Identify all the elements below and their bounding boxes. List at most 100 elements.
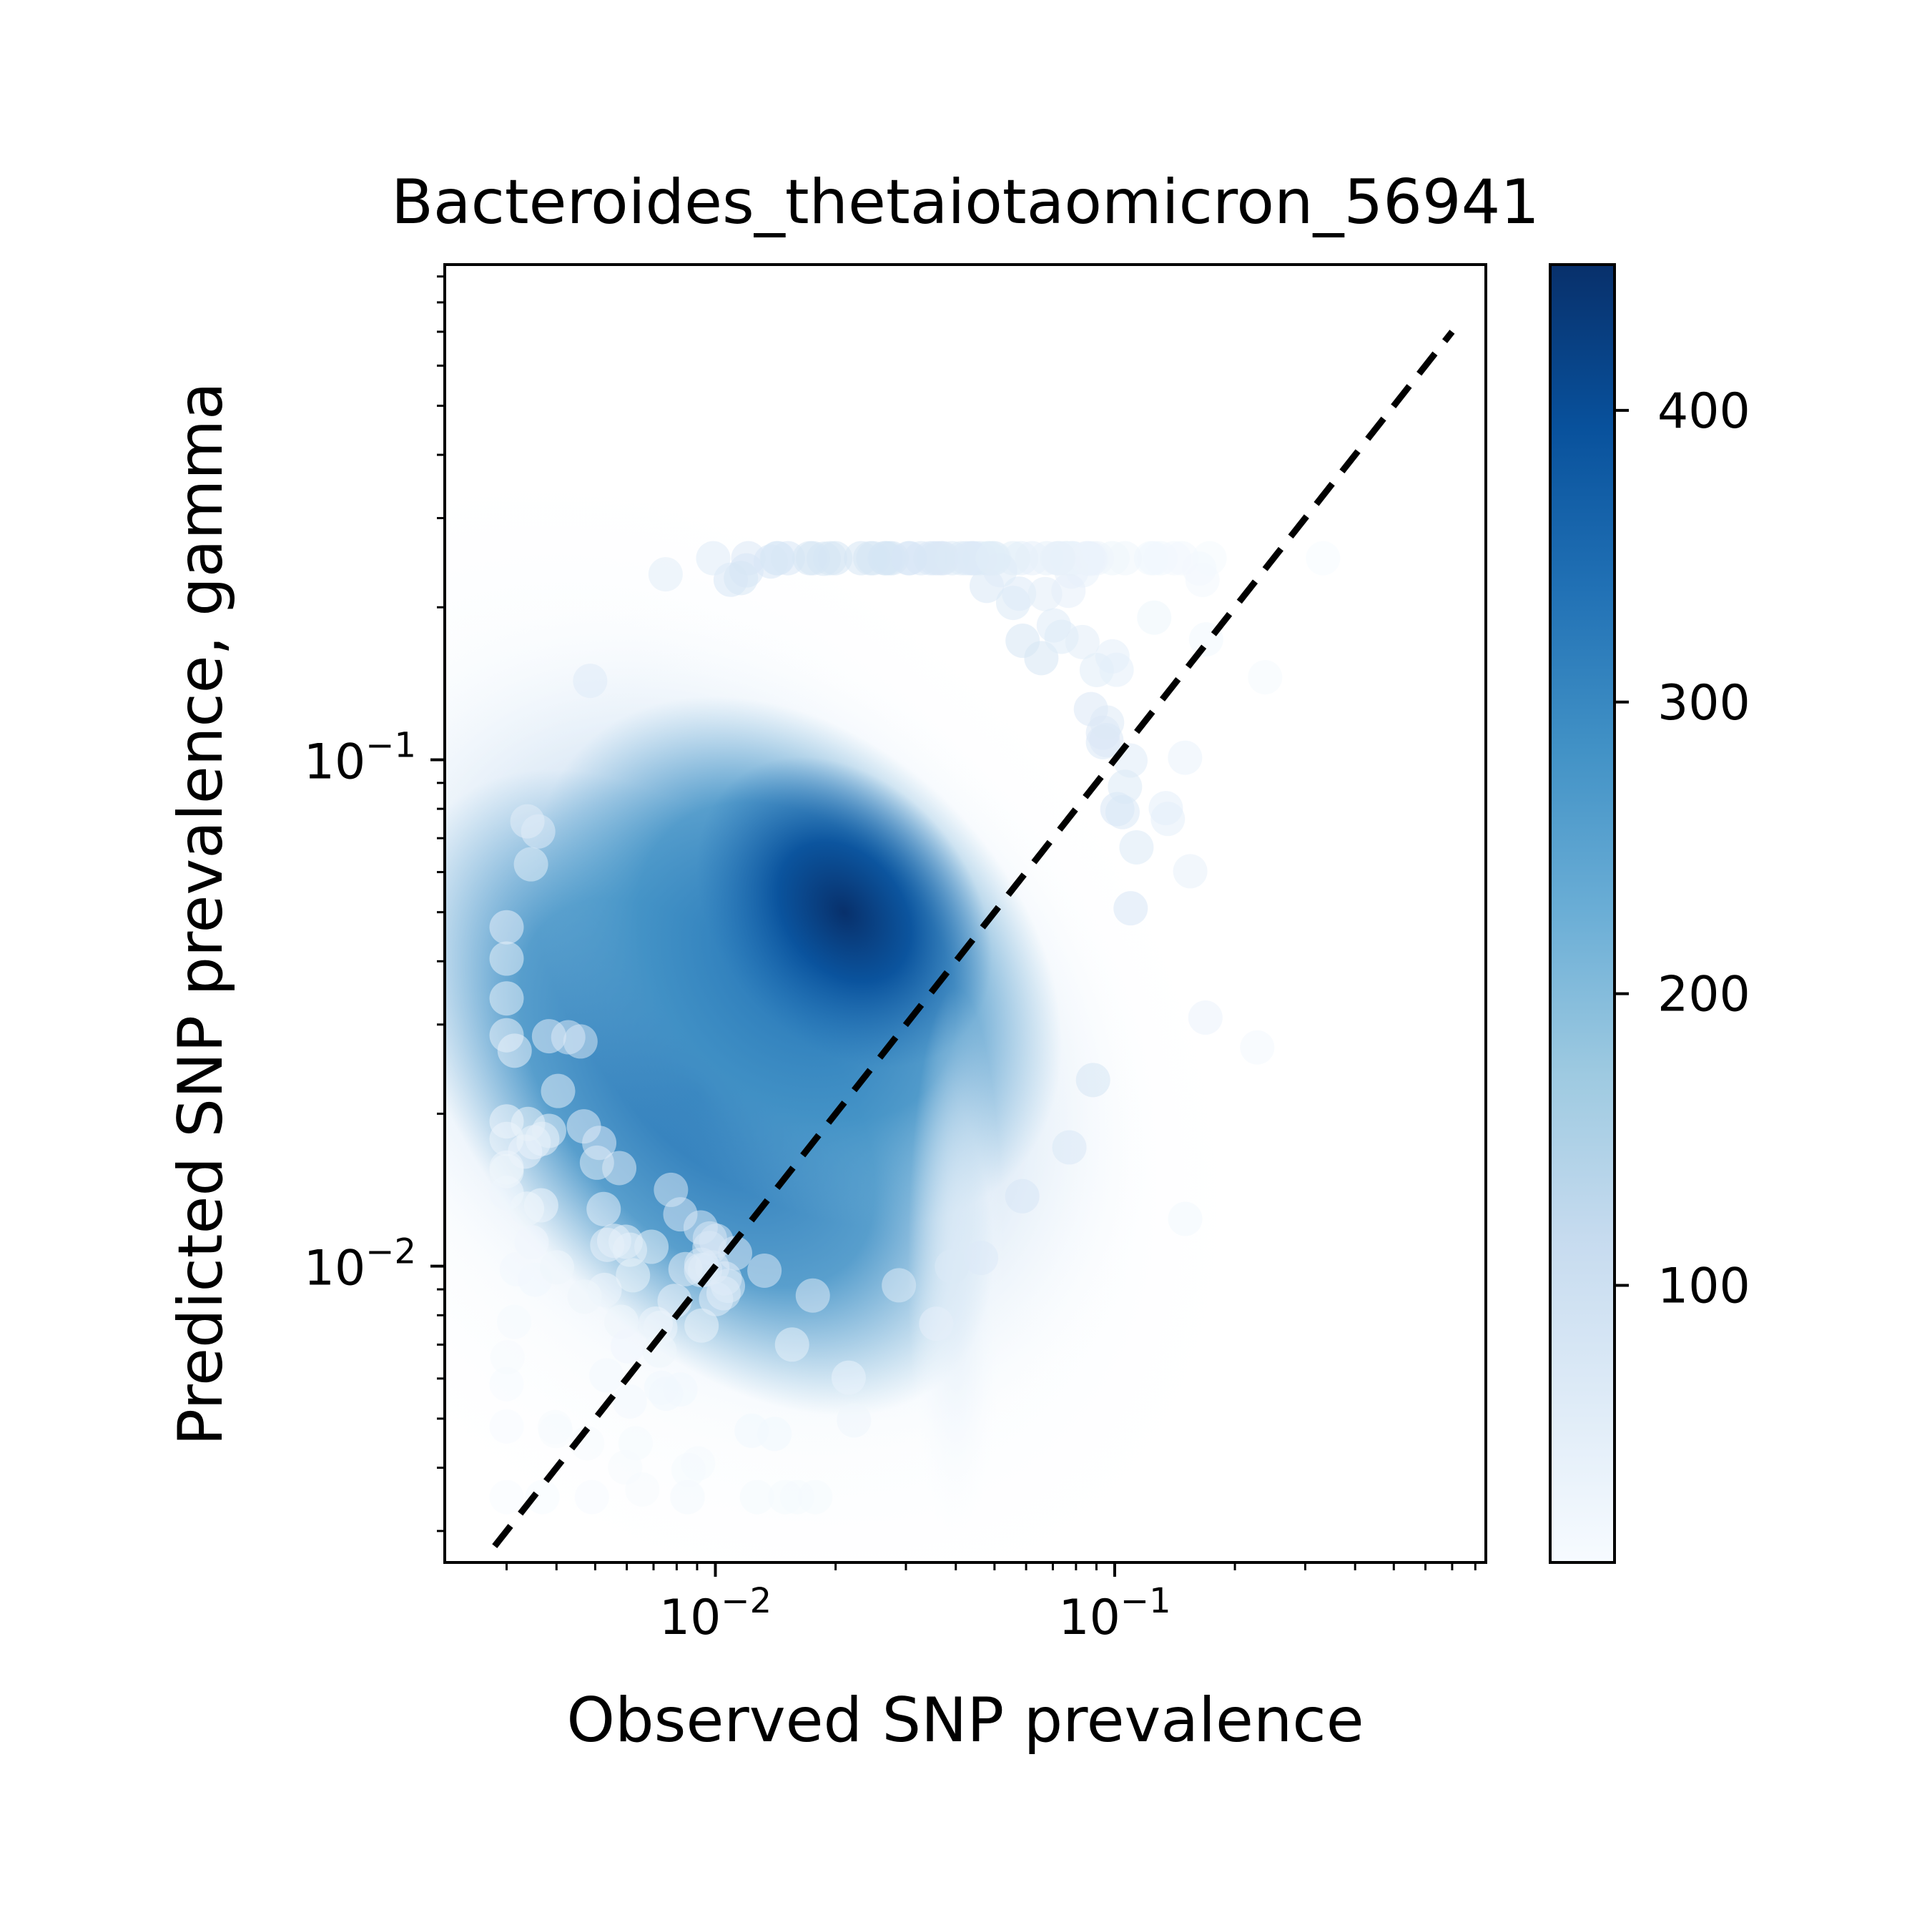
colorbar-gradient [1549, 263, 1616, 1564]
scatter-point [582, 1126, 617, 1161]
scatter-point [510, 804, 545, 839]
scatter-point [489, 1367, 524, 1402]
colorbar-tick-label: 200 [1657, 967, 1750, 1023]
scatter-point [739, 1480, 774, 1515]
scatter-point [489, 910, 524, 945]
scatter-point [648, 557, 683, 592]
scatter-point [1168, 1201, 1203, 1236]
scatter-point [1173, 854, 1208, 889]
scatter-point [489, 981, 524, 1016]
scatter-point [644, 1370, 679, 1405]
scatter-point [1089, 723, 1124, 758]
scatter-point [747, 1253, 782, 1288]
scatter-point [642, 1333, 677, 1368]
scatter-point [567, 1279, 602, 1314]
scatter-point [671, 1480, 706, 1515]
density-core [696, 757, 992, 1068]
scatter-point [724, 561, 759, 596]
scatter-point [768, 1480, 803, 1515]
scatter-point [610, 1329, 645, 1364]
colorbar-tick-label: 400 [1657, 383, 1750, 440]
scatter-point [1240, 1030, 1275, 1065]
scatter-point [525, 1480, 560, 1515]
scatter-point [684, 1308, 719, 1343]
colorbar: 100 200 300 400 [1549, 263, 1750, 1564]
scatter-point [1306, 541, 1341, 576]
scatter-point [798, 1480, 833, 1515]
scatter-point [612, 1384, 647, 1419]
scatter-point [1108, 769, 1143, 804]
scatter-point [499, 1251, 534, 1286]
scatter-point [1168, 740, 1203, 775]
scatter-point [616, 1258, 651, 1293]
scatter-point [510, 1191, 545, 1226]
scatter-point [531, 1019, 566, 1054]
chart-title: Bacteroides_thetaiotaomicron_56941 [391, 167, 1539, 238]
scatter-point [608, 1450, 643, 1485]
x-axis: 10−2 10−1 [506, 1562, 1477, 1646]
scatter-point [490, 1340, 525, 1375]
scatter-point [668, 1251, 703, 1286]
scatter-point [540, 1250, 575, 1285]
scatter-point [497, 1033, 532, 1068]
scatter-point [634, 1229, 669, 1264]
scatter-point [513, 847, 548, 882]
scatter-point [489, 1104, 524, 1139]
scatter-point [1113, 891, 1148, 926]
scatter-point [935, 1249, 970, 1284]
scatter-point [1027, 576, 1063, 611]
scatter-point [796, 541, 831, 576]
y-axis: 10−2 10−1 [304, 275, 445, 1532]
scatter-point [696, 541, 731, 576]
x-axis-label: Observed SNP prevalence [566, 1685, 1364, 1756]
scatter-point [538, 1409, 573, 1444]
colorbar-ticks: 100 200 300 400 [1615, 383, 1750, 1315]
reference-line-y-equals-x [492, 330, 1455, 1548]
scatter-point [531, 1113, 566, 1148]
scatter-point [514, 1225, 549, 1260]
scatter-point [489, 1153, 524, 1188]
scatter-point [1075, 1063, 1110, 1098]
y-tick-label: 10−1 [304, 725, 416, 790]
scatter-point [589, 1358, 624, 1393]
scatter-point [892, 541, 927, 576]
scatter-point [1108, 541, 1143, 576]
x-tick-label: 10−2 [659, 1581, 772, 1646]
scatter-point [837, 1403, 872, 1438]
scatter-point [1069, 541, 1104, 576]
scatter-point [1040, 541, 1075, 576]
scatter-point [1052, 1130, 1087, 1165]
scatter-point [1005, 1178, 1040, 1213]
plot-area [445, 330, 1455, 1562]
scatter-point [831, 1360, 866, 1395]
scatter-point [1099, 652, 1134, 687]
scatter-point [1137, 600, 1172, 635]
scatter-point [1002, 576, 1037, 611]
scatter-point [489, 1409, 524, 1444]
scatter-point [1248, 660, 1283, 695]
scatter-point [1119, 829, 1154, 865]
scatter-point [1185, 563, 1220, 598]
scatter-point [608, 1224, 644, 1259]
scatter-point [489, 941, 524, 976]
scatter-point [586, 1191, 621, 1226]
scatter-points [489, 541, 1341, 1515]
plot-frame [443, 263, 1487, 1564]
scatter-point [795, 1278, 830, 1313]
y-axis-label: Predicted SNP prevalence, gamma [165, 382, 237, 1445]
scatter-point [1005, 624, 1040, 659]
scatter-point [497, 1304, 532, 1339]
scatter-point [663, 1197, 698, 1232]
scatter-point [975, 541, 1010, 576]
scatter-point [681, 1446, 716, 1481]
y-tick-label: 10−2 [304, 1232, 416, 1297]
scatter-point [573, 664, 608, 699]
scatter-point [1065, 624, 1100, 659]
scatter-point [1105, 794, 1140, 829]
scatter-point [574, 1480, 609, 1515]
colorbar-tick-label: 300 [1657, 675, 1750, 732]
scatter-point [1188, 1000, 1223, 1035]
scatter-point [489, 1480, 524, 1515]
